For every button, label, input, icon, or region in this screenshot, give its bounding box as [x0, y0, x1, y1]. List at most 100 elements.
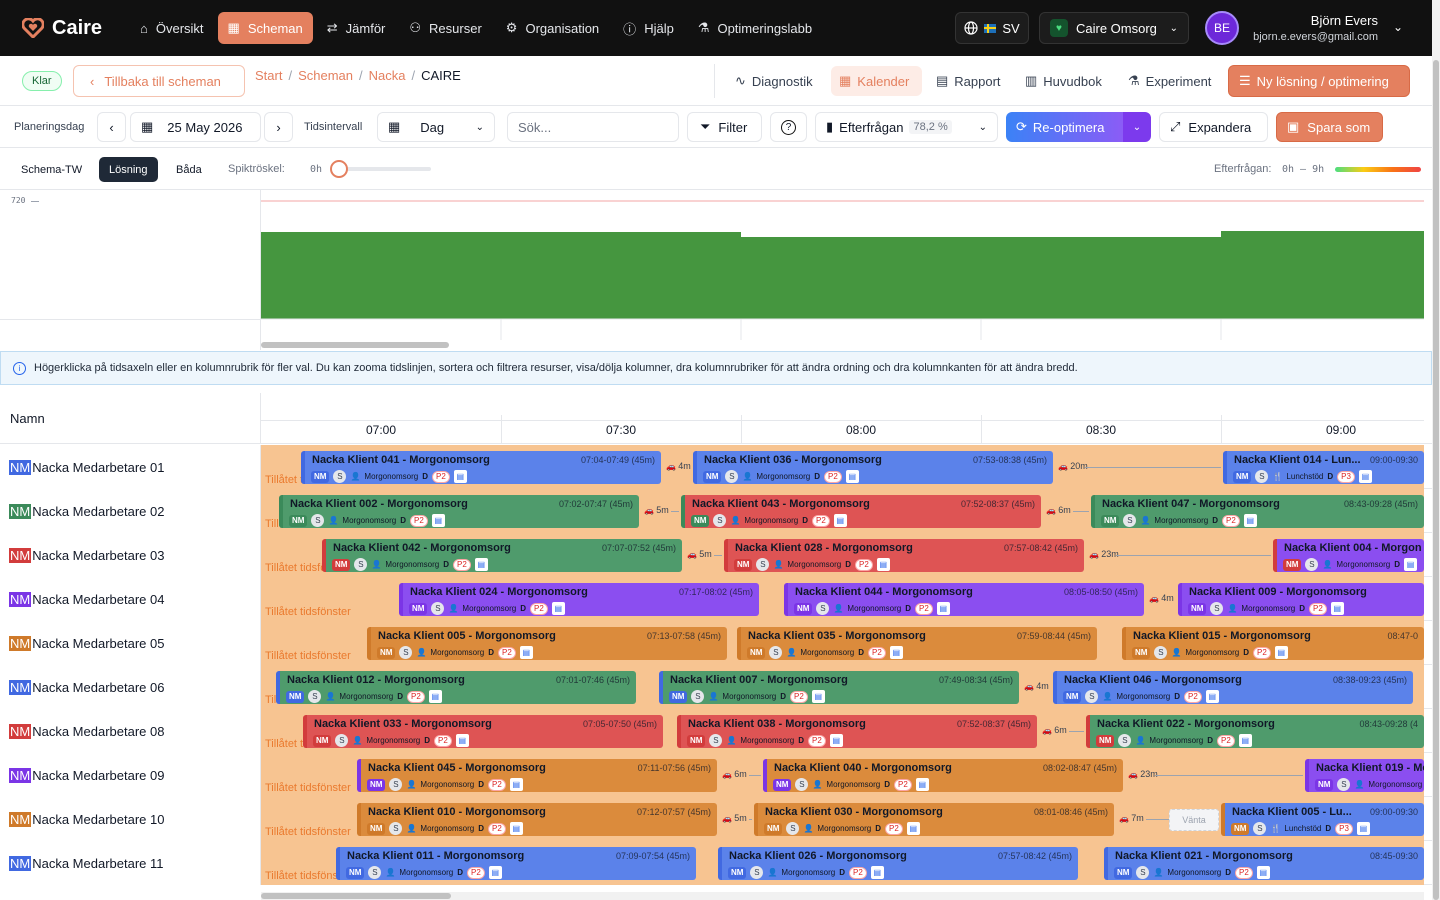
nav-item-home[interactable]: ⌂ Översikt: [130, 12, 214, 44]
org-switcher[interactable]: ♥ Caire Omsorg ⌄: [1039, 12, 1189, 44]
name-column-header[interactable]: Namn: [0, 393, 261, 444]
brand-logo[interactable]: Caire: [22, 17, 128, 40]
visit-block[interactable]: Nacka Klient 007 - Morgonomsorg 07:49-08:…: [659, 671, 1019, 704]
visit-block[interactable]: Nacka Klient 021 - Morgonomsorg 08:45-09:…: [1104, 847, 1424, 880]
visit-block[interactable]: Nacka Klient 010 - Morgonomsorg 07:12-07:…: [357, 803, 717, 836]
search-input[interactable]: Sök...: [507, 112, 679, 142]
resource-name-cell[interactable]: NM Nacka Medarbetare 10: [0, 797, 261, 841]
experiment-button[interactable]: ⚗ Experiment: [1122, 66, 1217, 96]
resource-name-cell[interactable]: NM Nacka Medarbetare 04: [0, 577, 261, 621]
next-day-button[interactable]: ›: [264, 112, 293, 142]
visit-block[interactable]: Nacka Klient 030 - Morgonomsorg 08:01-08:…: [754, 803, 1114, 836]
resource-name-cell[interactable]: NM Nacka Medarbetare 08: [0, 709, 261, 753]
resource-name-cell[interactable]: NM Nacka Medarbetare 09: [0, 753, 261, 797]
visit-block[interactable]: Nacka Klient 033 - Morgonomsorg 07:05-07:…: [303, 715, 663, 748]
nav-item-calendar[interactable]: ▦ Scheman: [217, 12, 313, 44]
chevron-down-icon: ⌄: [978, 121, 987, 133]
nav-item-gear[interactable]: ⚙ Organisation: [496, 12, 609, 44]
mode-losning[interactable]: Lösning: [99, 157, 158, 182]
resource-name-cell[interactable]: NM Nacka Medarbetare 05: [0, 621, 261, 665]
page-scrollbar[interactable]: [1432, 0, 1440, 900]
visit-block[interactable]: Nacka Klient 004 - Morgon NM S 👤 Morgonomsor…: [1273, 539, 1424, 572]
visit-block[interactable]: Nacka Klient 005 - Morgonomsorg 07:13-07:…: [367, 627, 727, 660]
resource-name-cell[interactable]: NM Nacka Medarbetare 01: [0, 445, 261, 489]
visit-block[interactable]: Nacka Klient 043 - Morgonomsorg 07:52-08:…: [681, 495, 1041, 528]
prev-day-button[interactable]: ‹: [97, 112, 126, 142]
diagnostics-button[interactable]: ∿ Diagnostik: [729, 66, 819, 96]
visit-block[interactable]: Nacka Klient 045 - Morgonomsorg 07:11-07:…: [357, 759, 717, 792]
visit-block[interactable]: Nacka Klient 042 - Morgonomsorg 07:07-07:…: [322, 539, 682, 572]
nav-item-users[interactable]: ⚇ Resurser: [399, 12, 491, 44]
calendar-button[interactable]: ▦ Kalender: [831, 66, 922, 96]
nav-item-help[interactable]: ⓘ Hjälp: [613, 12, 684, 44]
visit-block[interactable]: Nacka Klient 036 - Morgonomsorg 07:53-08:…: [693, 451, 1053, 484]
visit-block[interactable]: Nacka Klient 009 - Morgonomsorg NM S 👤 Morgo…: [1178, 583, 1424, 616]
reoptimize-button[interactable]: ⟳ Re-optimera: [1006, 112, 1123, 142]
visit-block[interactable]: Nacka Klient 002 - Morgonomsorg 07:02-07:…: [279, 495, 639, 528]
spike-slider-handle[interactable]: [330, 160, 348, 178]
nav-item-flask[interactable]: ⚗ Optimeringslabb: [688, 12, 822, 44]
visit-block[interactable]: Nacka Klient 005 - Lu... 09:00-09:30 NM S 🍴 L…: [1221, 803, 1424, 836]
resource-name-cell[interactable]: NM Nacka Medarbetare 06: [0, 665, 261, 709]
visit-block[interactable]: Nacka Klient 026 - Morgonomsorg 07:57-08:…: [718, 847, 1078, 880]
breadcrumb-item[interactable]: Scheman: [298, 68, 354, 83]
resource-track[interactable]: Tillåtet tidsfönster Nacka Klient 011 - M…: [261, 841, 1424, 885]
resource-track[interactable]: Tillåtet tidsfönster Nacka Klient 010 - M…: [261, 797, 1424, 841]
new-solution-button[interactable]: ☰ Ny lösning / optimering: [1228, 65, 1410, 97]
date-picker[interactable]: ▦ 25 May 2026: [130, 112, 261, 142]
nav-item-compare[interactable]: ⇄ Jämför: [317, 12, 396, 44]
help-button[interactable]: ?: [770, 112, 807, 142]
filter-button[interactable]: ⏷ Filter: [687, 112, 762, 142]
visit-block[interactable]: Nacka Klient 012 - Morgonomsorg 07:01-07:…: [276, 671, 636, 704]
language-switcher[interactable]: SV: [955, 12, 1029, 44]
resource-name-cell[interactable]: NM Nacka Medarbetare 03: [0, 533, 261, 577]
nm-chip: NM: [747, 646, 766, 659]
gantt-scrollbar[interactable]: [261, 892, 1424, 900]
nm-chip: NM: [669, 690, 688, 703]
ledger-button[interactable]: ▥ Huvudbok: [1019, 66, 1108, 96]
resource-name-cell[interactable]: NM Nacka Medarbetare 11: [0, 841, 261, 885]
resource-track[interactable]: Tillåtet tidsfönster Nacka Klient 005 - M…: [261, 621, 1424, 665]
visit-block[interactable]: Nacka Klient 028 - Morgonomsorg 07:57-08:…: [724, 539, 1084, 572]
report-button[interactable]: ▤ Rapport: [930, 66, 1007, 96]
visit-block[interactable]: Nacka Klient 047 - Morgonomsorg 08:43-09:…: [1091, 495, 1424, 528]
visit-block[interactable]: Nacka Klient 024 - Morgonomsorg 07:17-08:…: [399, 583, 759, 616]
visit-block[interactable]: Nacka Klient 046 - Morgonomsorg 08:38-09:…: [1053, 671, 1413, 704]
interval-select[interactable]: ▦ Dag ⌄: [377, 112, 495, 142]
reoptimize-menu-button[interactable]: ⌄: [1123, 112, 1151, 142]
visit-block[interactable]: Nacka Klient 015 - Morgonomsorg 08:47-0 NM…: [1122, 627, 1424, 660]
mode-bada[interactable]: Båda: [176, 163, 202, 176]
back-to-schedules-button[interactable]: ‹ Tillbaka till scheman: [73, 65, 245, 97]
expand-button[interactable]: ⤢ Expandera: [1159, 112, 1268, 142]
avatar[interactable]: BE: [1205, 11, 1239, 45]
breadcrumb-item[interactable]: Start: [255, 68, 283, 83]
resource-track[interactable]: Tillåtet tidsfönster Nacka Klient 042 - M…: [261, 533, 1424, 577]
visit-block[interactable]: Nacka Klient 011 - Morgonomsorg 07:09-07:…: [336, 847, 696, 880]
nav-item-label: Optimeringslabb: [717, 20, 813, 36]
visit-block[interactable]: Nacka Klient 035 - Morgonomsorg 07:59-08:…: [737, 627, 1097, 660]
demand-select[interactable]: ▮ Efterfrågan 78,2 % ⌄: [815, 112, 998, 142]
visit-block[interactable]: Nacka Klient 044 - Morgonomsorg 08:05-08:…: [784, 583, 1144, 616]
resource-name-cell[interactable]: NM Nacka Medarbetare 02: [0, 489, 261, 533]
visit-block[interactable]: Nacka Klient 022 - Morgonomsorg 08:43-09:…: [1086, 715, 1424, 748]
mode-schema-tw[interactable]: Schema-TW: [21, 163, 83, 176]
d-chip: D: [478, 780, 485, 789]
visit-block[interactable]: Nacka Klient 040 - Morgonomsorg 08:02-08:…: [763, 759, 1123, 792]
resource-track[interactable]: Tillåtet tidsfönster Nacka Klient 045 - M…: [261, 753, 1424, 797]
save-as-button[interactable]: ▣ Spara som: [1276, 112, 1383, 142]
demand-bar: [741, 237, 1221, 319]
breadcrumb-item[interactable]: Nacka: [368, 68, 406, 83]
resource-track[interactable]: Tillåtet tidsfönster Nacka Klient 024 - M…: [261, 577, 1424, 621]
visit-block[interactable]: Nacka Klient 041 - Morgonomsorg 07:04-07:…: [301, 451, 661, 484]
time-axis[interactable]: 07:00 07:30 08:00 08:30 09:00: [261, 393, 1424, 444]
visit-time: 08:38-09:23 (45m): [1332, 675, 1407, 685]
visit-block[interactable]: Nacka Klient 014 - Lun... 09:00-09:30 NM S 🍴…: [1223, 451, 1424, 484]
user-menu-chevron-icon[interactable]: ⌄: [1393, 20, 1404, 34]
spike-slider-track[interactable]: [332, 167, 431, 171]
visit-block[interactable]: Nacka Klient 038 - Morgonomsorg 07:52-08:…: [677, 715, 1037, 748]
